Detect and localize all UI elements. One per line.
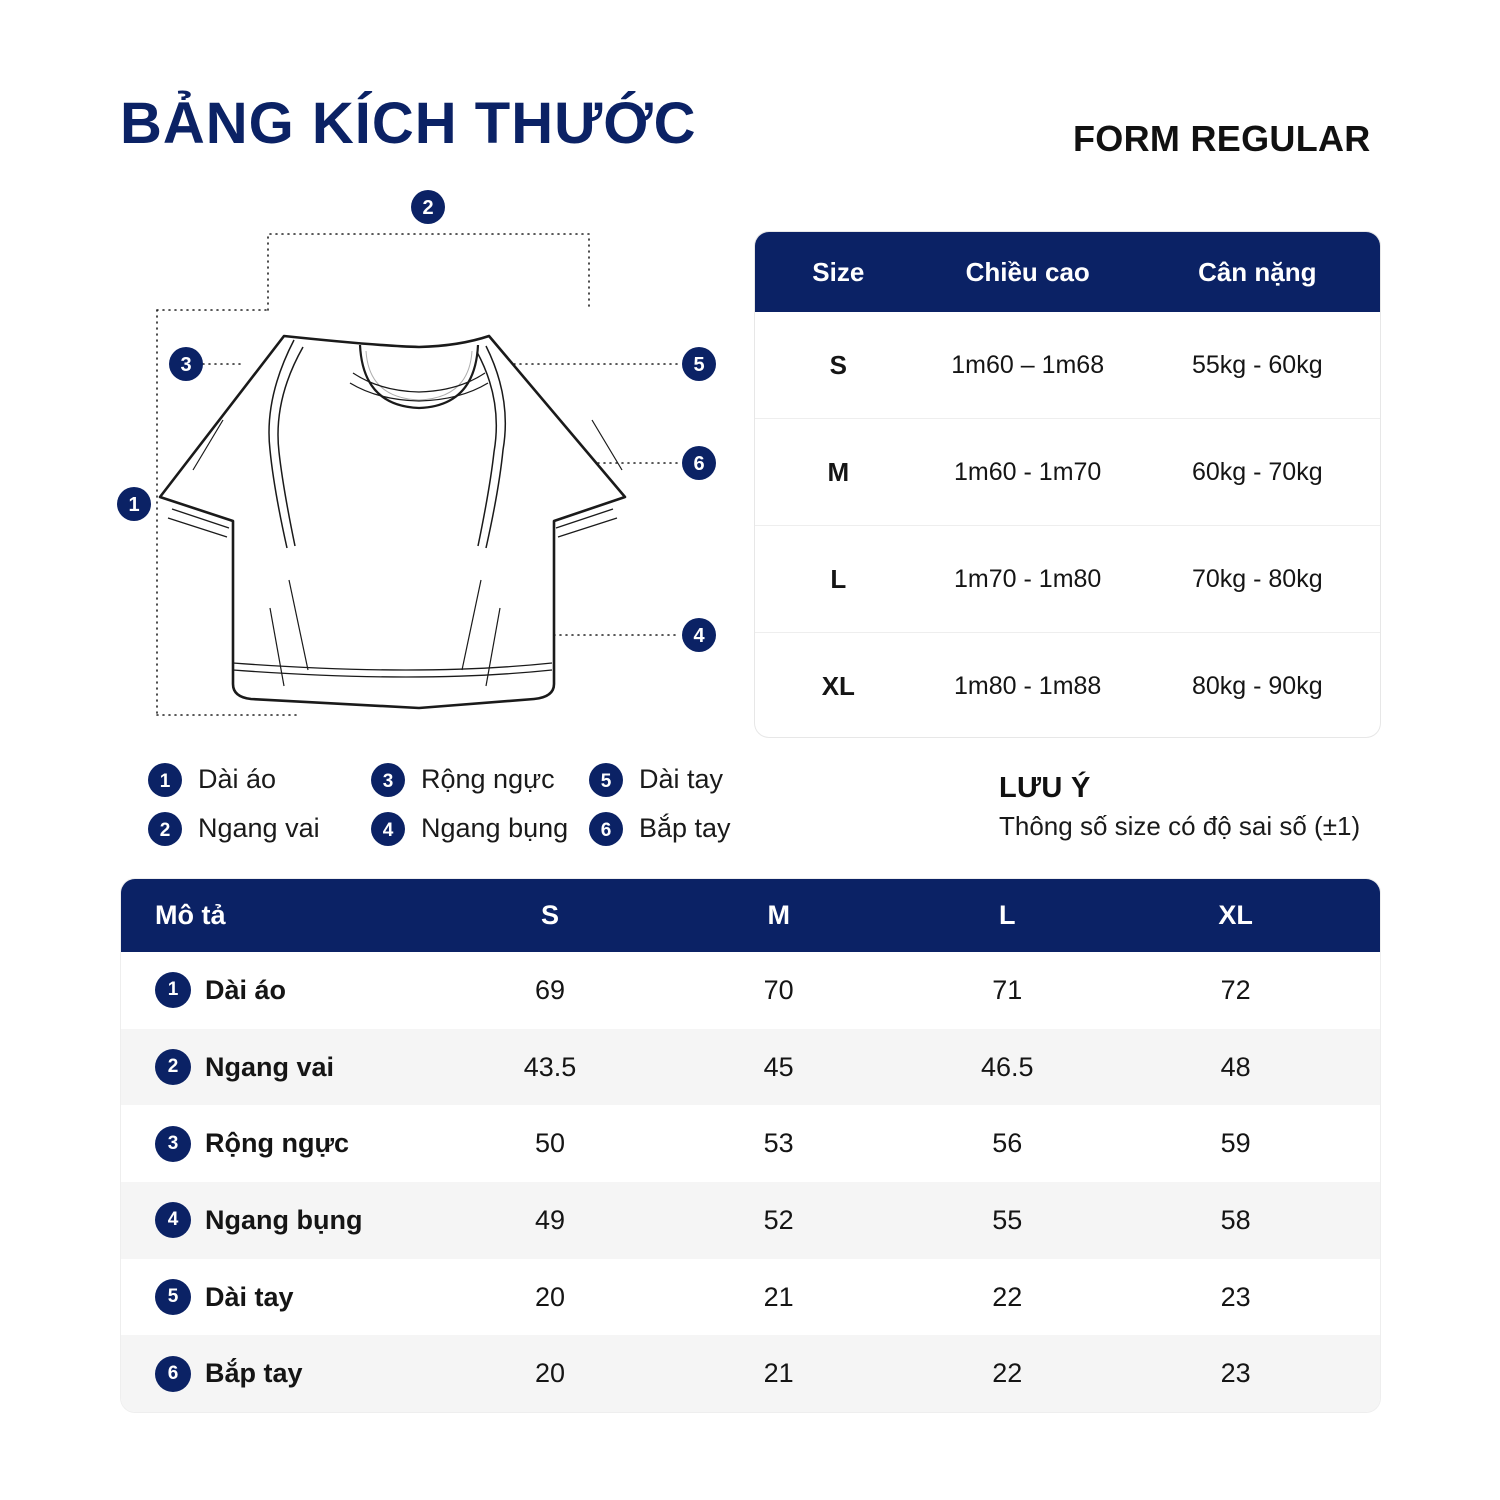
svg-text:3: 3	[180, 354, 191, 376]
svg-text:3: 3	[383, 771, 394, 792]
svg-text:2: 2	[422, 197, 433, 219]
svg-text:Bắp tay: Bắp tay	[639, 812, 731, 843]
svg-text:Ngang vai: Ngang vai	[198, 813, 320, 843]
svg-text:6: 6	[601, 820, 612, 841]
svg-text:4: 4	[383, 820, 394, 841]
svg-text:5: 5	[601, 771, 612, 792]
svg-text:1: 1	[160, 771, 171, 792]
svg-text:2: 2	[160, 820, 171, 841]
svg-text:Dài tay: Dài tay	[639, 764, 724, 794]
svg-text:1: 1	[128, 494, 139, 516]
svg-text:4: 4	[693, 625, 705, 647]
svg-text:Rộng ngực: Rộng ngực	[421, 764, 555, 794]
svg-text:Dài áo: Dài áo	[198, 764, 276, 794]
svg-text:5: 5	[693, 354, 704, 376]
svg-text:Ngang bụng: Ngang bụng	[421, 813, 568, 843]
svg-text:6: 6	[693, 453, 704, 475]
